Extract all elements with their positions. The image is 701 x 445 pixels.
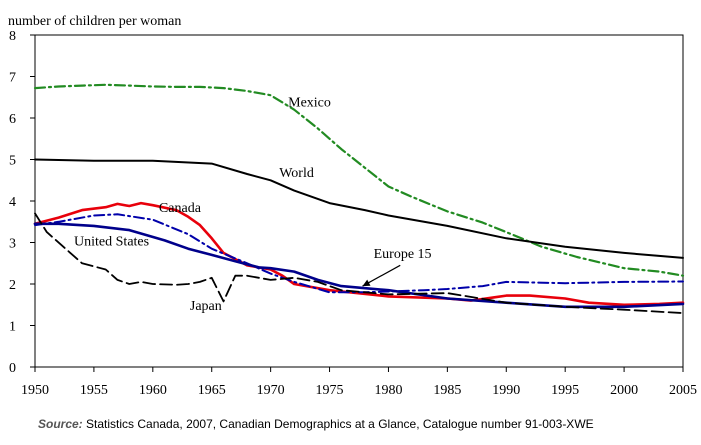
y-tick-label: 1 [9,320,16,335]
source-text: Statistics Canada, 2007, Canadian Demogr… [82,417,594,431]
plot-frame [34,34,684,368]
x-tick-label: 1965 [198,383,226,398]
y-tick-label: 2 [9,278,16,293]
united-states-line [34,213,684,294]
united-states-label: United States [74,234,149,249]
x-tick-label: 1985 [433,383,461,398]
japan-line [34,212,684,314]
mexico-line [33,83,685,277]
x-tick-label: 1980 [374,383,402,398]
y-axis-label: number of children per woman [8,14,181,29]
series-layer [33,83,685,314]
canada-line [33,201,685,307]
mexico-label: Mexico [288,95,331,110]
x-tick-label: 1995 [551,383,579,398]
japan-label: Japan [190,299,222,314]
x-tick-label: 1975 [316,383,344,398]
annotation-layer: Mexico World Canada United States Europe 15 J… [74,95,432,313]
x-tick-label: 1990 [492,383,520,398]
x-tick-label: 1955 [80,383,108,398]
world-line [34,158,684,259]
x-tick-label: 1970 [257,383,285,398]
y-tick-label: 3 [9,237,16,252]
source-label: Source: [38,417,83,431]
x-tick-label: 2000 [610,383,638,398]
y-tick-label: 7 [9,71,16,86]
axis-layer: 0 1 2 3 4 5 6 7 8 1950 1955 1960 1965 1970 1975 1980 198… [9,29,697,398]
x-tick-label: 2005 [669,383,697,398]
x-tick-label: 1950 [21,383,49,398]
canada-label: Canada [159,201,202,216]
y-tick-label: 5 [9,154,16,169]
x-tick-label: 1960 [139,383,167,398]
world-label: World [279,166,314,181]
europe-arrow-head [362,279,371,287]
y-tick-label: 4 [9,195,16,210]
y-tick-label: 6 [9,112,16,127]
europe-15-label: Europe 15 [374,247,432,262]
y-tick-label: 0 [9,361,16,376]
source-note: Source: Statistics Canada, 2007, Canadia… [38,417,594,431]
y-tick-label: 8 [9,29,16,44]
